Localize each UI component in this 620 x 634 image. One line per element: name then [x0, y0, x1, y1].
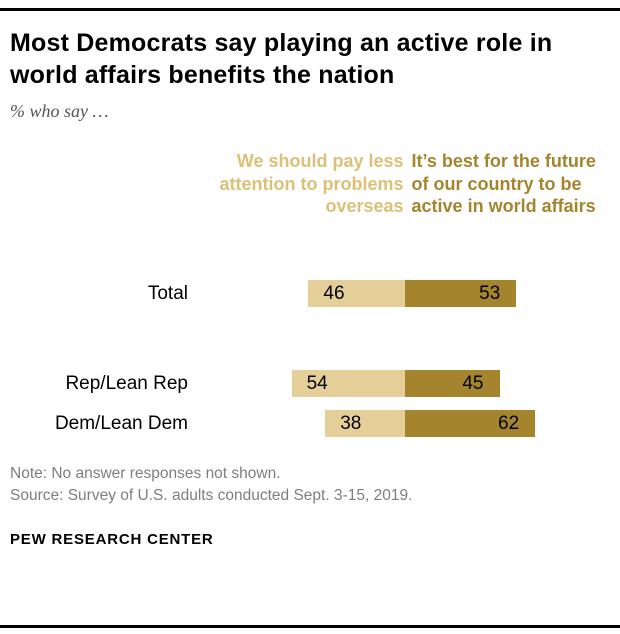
- bar-right: 62: [405, 410, 536, 438]
- bar-right: 45: [405, 370, 500, 398]
- chart-row: Dem/Lean Dem 38 62: [10, 410, 610, 438]
- bar-left: 54: [291, 370, 405, 398]
- bar-value: 38: [340, 412, 362, 434]
- note-source-text: Note: No answer responses not shown. Sou…: [10, 463, 610, 507]
- row-label: Dem/Lean Dem: [54, 412, 188, 434]
- right-bar-zone: 62: [405, 410, 610, 438]
- bar-left: 46: [308, 280, 405, 308]
- chart-subtitle: % who say …: [10, 101, 109, 121]
- top-rule: [0, 8, 620, 11]
- legend-label-left: We should pay less attention to problems…: [219, 151, 404, 217]
- brand-footer: PEW RESEARCH CENTER: [10, 531, 214, 549]
- bar-right: 53: [405, 280, 517, 308]
- chart-row: Rep/Lean Rep 54 45: [10, 370, 610, 398]
- bar-chart: Total 46 53 Rep/Lean Rep 54 45 Dem/Lean Dem 38 6…: [10, 280, 610, 438]
- bar-value: 62: [498, 412, 520, 434]
- bar-value: 54: [306, 372, 328, 394]
- bottom-rule: [0, 625, 620, 628]
- left-bar-zone: 46: [200, 280, 405, 308]
- bar-value: 45: [462, 372, 484, 394]
- bar-value: 46: [323, 282, 345, 304]
- left-bar-zone: 54: [200, 370, 405, 398]
- right-bar-zone: 53: [405, 280, 610, 308]
- row-label: Rep/Lean Rep: [65, 372, 188, 394]
- bar-left: 38: [325, 410, 405, 438]
- note-line: Note: No answer responses not shown.: [10, 465, 281, 483]
- right-bar-zone: 45: [405, 370, 610, 398]
- chart-row: Total 46 53: [10, 280, 610, 308]
- legend-label-right: It’s best for the future of our country …: [411, 151, 596, 217]
- source-line: Source: Survey of U.S. adults conducted …: [10, 487, 413, 505]
- chart-title: Most Democrats say playing an active rol…: [10, 29, 553, 89]
- bar-value: 53: [479, 282, 501, 304]
- row-label: Total: [147, 282, 188, 304]
- left-bar-zone: 38: [200, 410, 405, 438]
- legend: We should pay less attention to problems…: [10, 150, 610, 218]
